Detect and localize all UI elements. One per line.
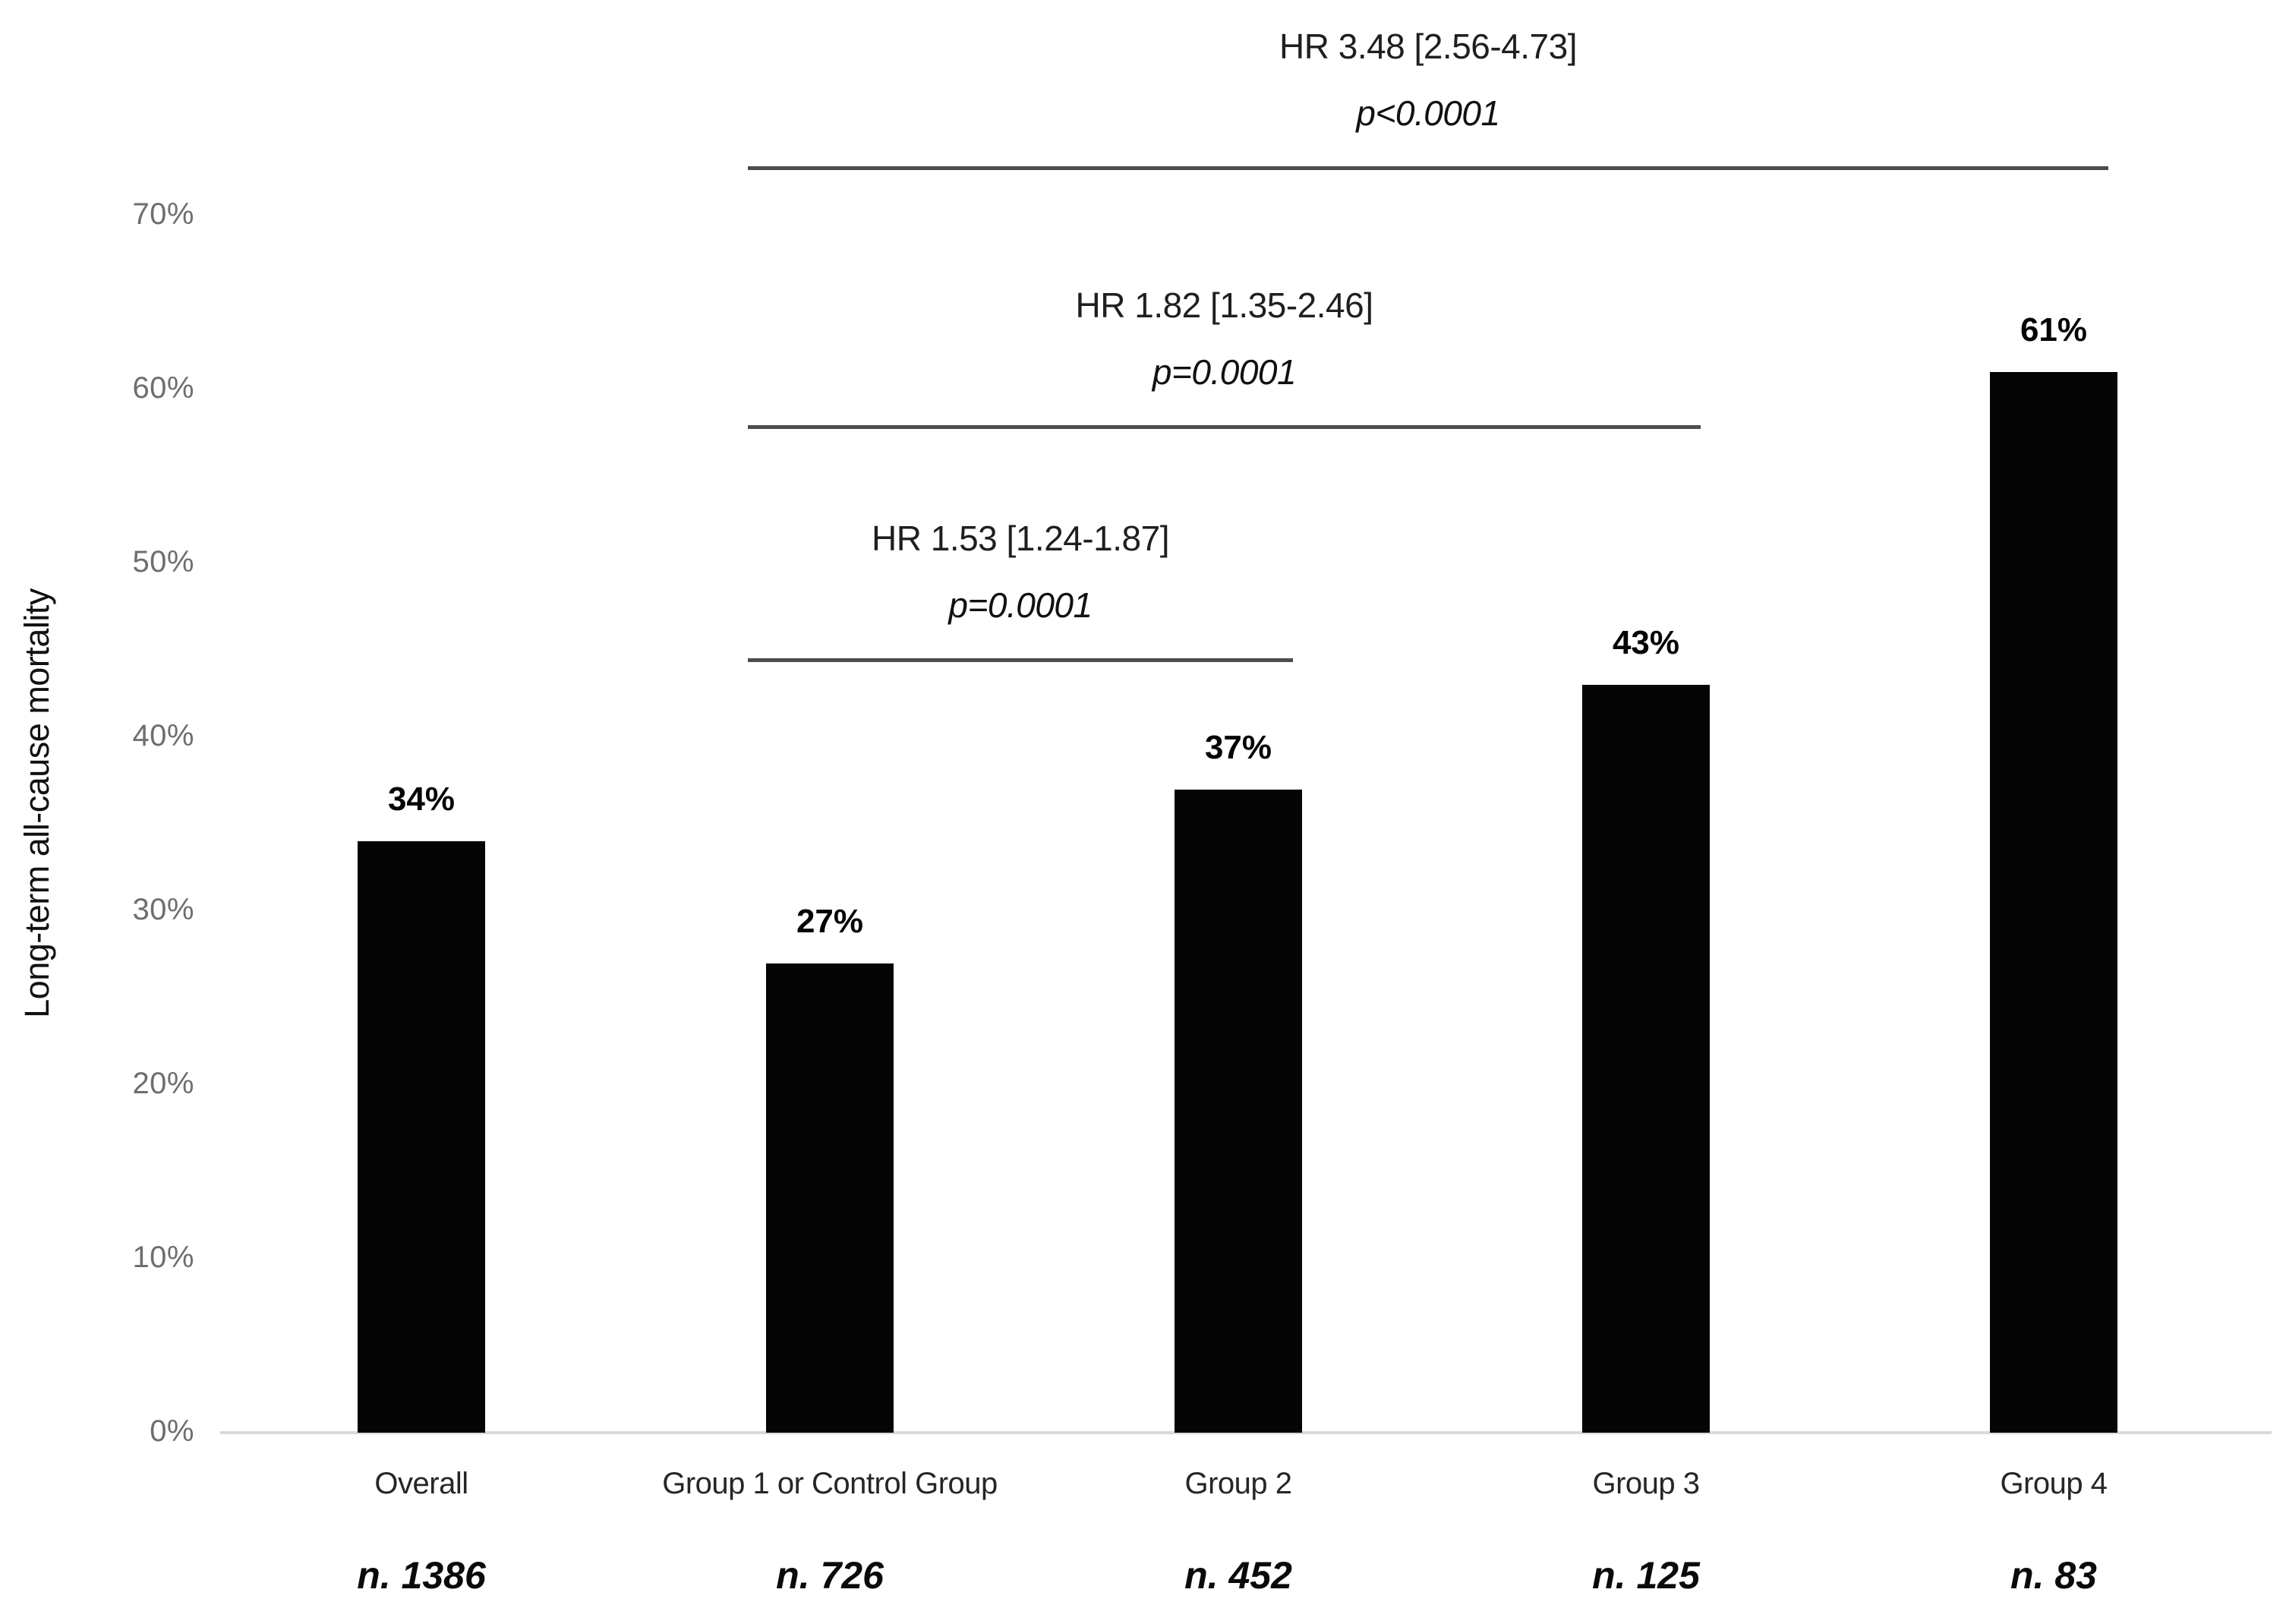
y-tick-label: 50% — [132, 545, 194, 579]
hr-annotation: HR 1.53 [1.24-1.87] — [872, 519, 1169, 559]
category-label: Overall — [374, 1467, 468, 1500]
sample-size-label: n. 1386 — [357, 1554, 486, 1597]
bar-value-label: 27% — [796, 902, 864, 940]
x-axis-line — [220, 1431, 2272, 1434]
comparison-bracket-line — [748, 425, 1701, 430]
y-tick-label: 0% — [150, 1414, 194, 1448]
bar-value-label: 34% — [387, 780, 456, 818]
y-tick-label: 20% — [132, 1067, 194, 1100]
sample-size-label: n. 726 — [776, 1554, 884, 1597]
category-label: Group 2 — [1184, 1467, 1292, 1500]
sample-size-label: n. 83 — [2010, 1554, 2097, 1597]
comparison-bracket-line — [748, 658, 1293, 663]
bar — [1990, 372, 2117, 1433]
bar-value-label: 37% — [1204, 728, 1272, 766]
bar-value-label: 61% — [2020, 311, 2088, 349]
p-value-annotation: p<0.0001 — [1356, 93, 1500, 134]
category-label: Group 4 — [2000, 1467, 2108, 1500]
category-label: Group 3 — [1592, 1467, 1700, 1500]
bar — [358, 841, 485, 1433]
bar — [1175, 789, 1302, 1433]
sample-size-label: n. 125 — [1592, 1554, 1700, 1597]
comparison-bracket-line — [748, 166, 2108, 171]
p-value-annotation: p=0.0001 — [1152, 352, 1297, 393]
y-tick-label: 40% — [132, 719, 194, 752]
bar-value-label: 43% — [1612, 624, 1680, 662]
hr-annotation: HR 1.82 [1.35-2.46] — [1075, 285, 1373, 326]
hr-annotation: HR 3.48 [2.56-4.73] — [1279, 27, 1577, 67]
sample-size-label: n. 452 — [1184, 1554, 1292, 1597]
y-tick-label: 30% — [132, 893, 194, 926]
y-tick-label: 70% — [132, 197, 194, 231]
p-value-annotation: p=0.0001 — [948, 585, 1093, 626]
y-tick-label: 60% — [132, 371, 194, 405]
bar — [766, 963, 894, 1433]
category-label: Group 1 or Control Group — [662, 1467, 998, 1500]
y-tick-label: 10% — [132, 1241, 194, 1274]
bar — [1582, 685, 1710, 1433]
